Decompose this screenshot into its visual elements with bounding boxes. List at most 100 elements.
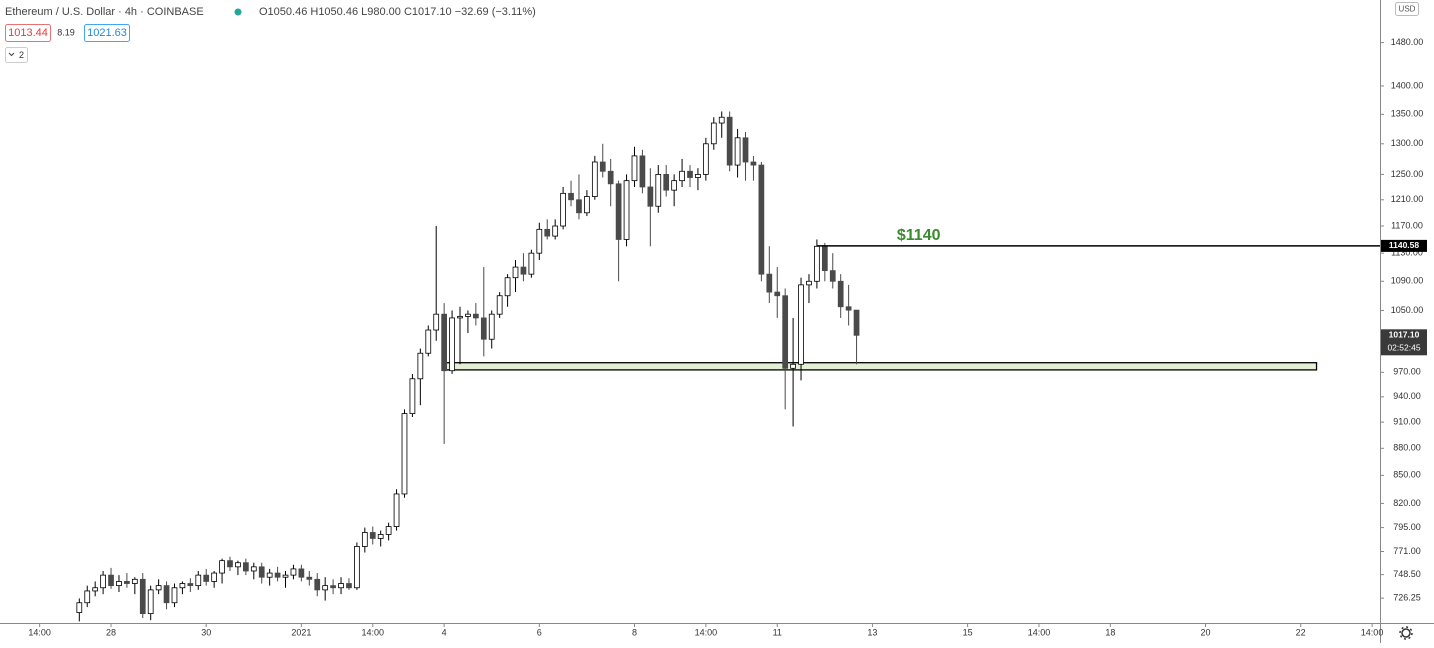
candle-body [695,173,701,178]
candle-body [742,137,749,163]
candle-body [520,266,527,275]
y-tick-label: 1090.00 [1391,276,1424,286]
resistance-price-label: 1140.58 [1389,240,1420,250]
support-zone [443,362,1318,371]
candle-body [496,295,503,315]
ask-box[interactable] [84,24,130,42]
candle-body [703,143,709,175]
candle-body [76,602,83,613]
candle-body [306,576,313,580]
y-tick-label: 820.00 [1393,498,1421,508]
x-tick-label: 4 [442,627,447,637]
candle-body [560,192,566,227]
candle-body [457,316,463,319]
y-tick-label: 970.00 [1393,367,1421,377]
candle-body [203,574,210,582]
candle-body [734,137,741,166]
y-tick-label: 850.00 [1393,470,1421,480]
candle-body [84,590,91,604]
candle-body [258,566,265,578]
candle-body [512,266,519,279]
x-tick-label: 20 [1201,627,1211,637]
last-price-box [1381,329,1427,356]
candle-body [314,578,321,591]
y-tick-label: 748.50 [1393,569,1421,579]
candle-body [639,155,646,188]
x-tick-label: 14:00 [1361,627,1384,637]
candle-body [806,280,812,286]
candle-body [718,116,725,124]
candle-body [393,493,400,527]
y-tick-label: 1210.00 [1391,194,1424,204]
candle-body [655,173,662,207]
currency-box[interactable] [1395,2,1419,16]
resistance-price-box [1381,239,1427,252]
candle-body [687,170,693,178]
candle-body [219,560,225,574]
candle-body [544,228,551,237]
x-tick-label: 13 [867,627,877,637]
ask-price: 1021.63 [87,27,127,39]
candle-body [243,562,249,572]
indicator-count: 2 [19,50,24,60]
candle-body [330,585,336,589]
y-tick-label: 880.00 [1393,443,1421,453]
x-tick-label: 14:00 [695,627,718,637]
bid-box[interactable] [5,24,51,42]
indicator-toggle[interactable] [5,47,28,63]
candle-body [385,526,392,535]
x-tick-label: 14:00 [28,627,51,637]
candle-body [227,560,233,568]
candle-body [409,378,416,415]
candle-body [171,587,178,604]
candle-body [480,317,487,340]
y-tick-label: 1480.00 [1391,37,1424,47]
y-tick-label: 910.00 [1393,417,1421,427]
x-tick-label: 28 [106,627,116,637]
candle-body [92,587,99,592]
x-tick-label: 14:00 [1028,627,1051,637]
y-tick-label: 1170.00 [1391,220,1423,230]
candle-body [377,534,384,539]
candle-body [250,566,257,572]
candle-body [671,180,677,191]
candle-body [147,589,154,615]
candle-body [552,225,559,237]
x-tick-label: 11 [773,627,782,637]
candle-body [607,170,614,185]
candle-body [584,196,590,214]
candle-body [290,568,297,576]
plot-area [76,111,1380,622]
y-tick-label: 1250.00 [1391,169,1424,179]
settings-icon[interactable] [1399,626,1413,640]
last-price-label: 1017.10 [1389,330,1420,340]
candle-body [758,164,765,275]
candle-body [790,363,796,369]
candle-body [100,574,106,589]
candle-body [710,122,717,145]
ohlc-values: O1050.46 H1050.46 L980.00 C1017.10 −32.6… [259,6,536,18]
candle-body [369,532,376,539]
candle-body [814,245,820,282]
candle-body [211,572,217,582]
y-tick-label: 726.25 [1393,593,1421,603]
candle-body [647,186,654,207]
candle-body [798,284,804,365]
candle-body [536,228,543,254]
candle-body [282,574,289,578]
candle-body [679,170,685,182]
y-tick-label: 940.00 [1393,391,1421,401]
candle-body [631,155,638,182]
candle-body [266,572,273,578]
y-tick-label: 795.00 [1393,522,1421,532]
candle-body [449,317,455,372]
candle-body [829,270,836,282]
candle-body [124,581,130,584]
candle-body [441,313,447,372]
candle-body [298,568,305,578]
candle-body [774,291,781,297]
x-tick-label: 30 [201,627,211,637]
candle-body [568,192,574,201]
candle-body [853,309,860,336]
